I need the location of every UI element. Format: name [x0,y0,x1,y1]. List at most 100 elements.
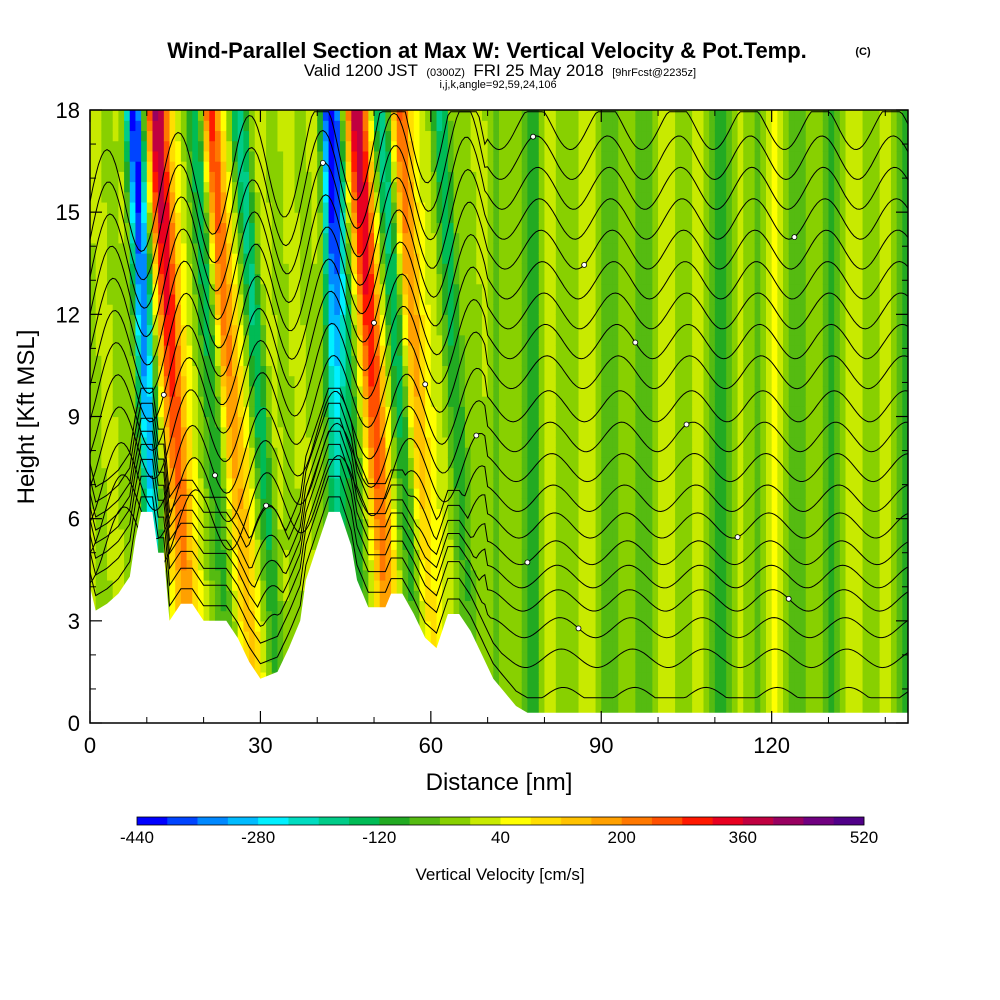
velocity-cell [425,304,432,315]
velocity-cell [180,457,188,469]
velocity-cell [135,477,142,489]
velocity-cell [391,334,398,346]
velocity-cell [254,201,262,213]
velocity-cell [436,498,443,510]
velocity-cell [379,324,386,336]
velocity-cell [271,528,279,540]
velocity-cell [305,539,313,550]
velocity-cell [249,140,256,152]
velocity-cell [266,518,273,530]
velocity-cell [385,518,392,530]
velocity-cell [277,375,284,387]
velocity-cell [220,181,227,193]
velocity-cell [107,528,114,540]
velocity-cell [152,304,159,315]
velocity-cell [311,426,318,438]
velocity-cell [112,375,119,387]
velocity-cell [351,385,358,397]
velocity-cell [538,488,546,499]
velocity-cell [408,242,415,254]
velocity-cell [459,130,466,142]
velocity-cell [481,385,489,397]
velocity-cell [499,549,506,561]
velocity-cell [544,293,551,305]
velocity-cell [90,518,97,530]
velocity-cell [464,304,472,315]
velocity-cell [180,426,188,438]
velocity-cell [288,416,296,428]
velocity-cell [402,273,409,285]
velocity-cell [527,651,534,663]
velocity-cell [339,253,347,264]
velocity-cell [186,488,193,499]
velocity-cell [317,283,324,295]
velocity-cell [214,355,222,367]
velocity-cell [561,641,568,653]
velocity-cell [300,161,307,172]
velocity-cell [521,110,528,121]
velocity-cell [186,355,193,367]
velocity-cell [175,528,182,540]
velocity-cell [141,140,148,152]
velocity-cell [447,212,455,223]
velocity-cell [544,610,551,622]
velocity-cell [413,212,421,223]
velocity-cell [158,498,165,510]
velocity-cell [328,344,335,356]
velocity-cell [266,590,273,601]
velocity-cell [487,600,494,612]
velocity-cell [288,110,296,121]
velocity-cell [533,508,540,520]
velocity-cell [317,293,324,305]
velocity-cell [209,436,216,448]
velocity-cell [555,293,563,305]
velocity-cell [436,324,443,336]
velocity-cell [249,385,256,397]
velocity-cell [487,477,494,489]
velocity-cell [430,293,438,305]
velocity-cell [192,488,199,499]
velocity-cell [294,436,301,448]
velocity-cell [124,426,131,438]
velocity-cell [288,528,296,540]
velocity-cell [413,150,421,162]
velocity-cell [510,304,517,315]
velocity-cell [391,467,398,479]
velocity-cell [197,181,205,193]
velocity-cell [391,385,398,397]
velocity-cell [260,304,267,315]
velocity-cell [317,508,324,520]
velocity-cell [328,406,335,418]
velocity-cell [402,304,409,315]
velocity-cell [317,467,324,479]
velocity-cell [533,293,540,305]
velocity-cell [499,191,506,203]
velocity-cell [550,140,557,152]
velocity-cell [396,396,404,407]
velocity-cell [328,477,335,489]
velocity-cell [499,498,506,510]
velocity-cell [237,396,244,407]
velocity-cell [351,488,358,499]
velocity-cell [300,334,307,346]
velocity-cell [379,304,386,315]
velocity-cell [283,600,290,612]
velocity-cell [101,120,108,132]
velocity-cell [141,324,148,336]
velocity-cell [277,528,284,540]
velocity-cell [169,610,176,622]
velocity-cell [362,304,369,315]
velocity-cell [430,600,438,612]
velocity-cell [470,304,477,315]
velocity-cell [197,467,205,479]
velocity-cell [249,436,256,448]
velocity-cell [101,344,108,356]
velocity-cell [180,273,188,285]
velocity-cell [180,467,188,479]
velocity-cell [550,559,557,571]
velocity-cell [322,242,330,254]
velocity-cell [385,324,392,336]
velocity-cell [516,110,523,121]
velocity-cell [527,181,534,193]
velocity-cell [555,457,563,469]
